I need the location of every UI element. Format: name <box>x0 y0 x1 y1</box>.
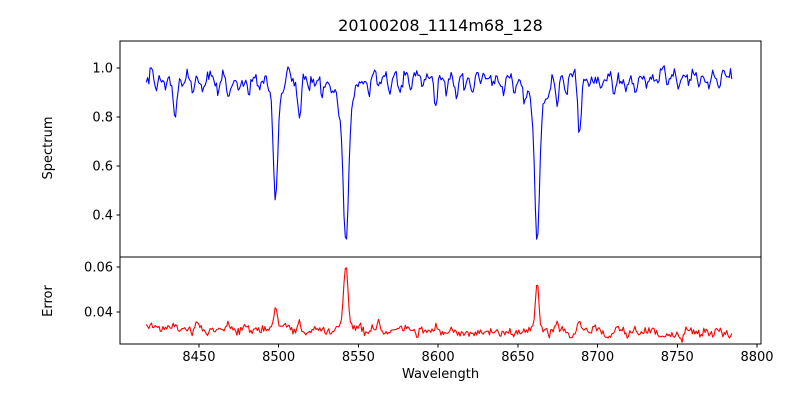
x-tick-label: 8750 <box>661 350 694 365</box>
spectrum-y-tick-label: 0.6 <box>92 160 113 175</box>
error-y-tick-label: 0.06 <box>84 260 113 275</box>
spectrum-y-tick-label: 1.0 <box>92 61 113 76</box>
error-panel-frame <box>119 256 762 345</box>
spectrum-y-tick-label: 0.4 <box>92 209 113 224</box>
spectrum-y-tick-label: 0.8 <box>92 111 113 126</box>
error-y-tick-label: 0.04 <box>84 305 113 320</box>
plot-title: 20100208_1114m68_128 <box>338 16 543 35</box>
spectrum-line <box>145 65 733 240</box>
x-tick-label: 8600 <box>422 350 455 365</box>
x-tick-label: 8700 <box>581 350 614 365</box>
x-tick-label: 8800 <box>740 350 773 365</box>
x-tick-label: 8550 <box>342 350 375 365</box>
x-tick-label: 8650 <box>501 350 534 365</box>
error-line <box>145 267 733 343</box>
x-tick-label: 8500 <box>262 350 295 365</box>
x-tick-label: 8450 <box>182 350 215 365</box>
x-axis-label: Wavelength <box>401 367 480 382</box>
